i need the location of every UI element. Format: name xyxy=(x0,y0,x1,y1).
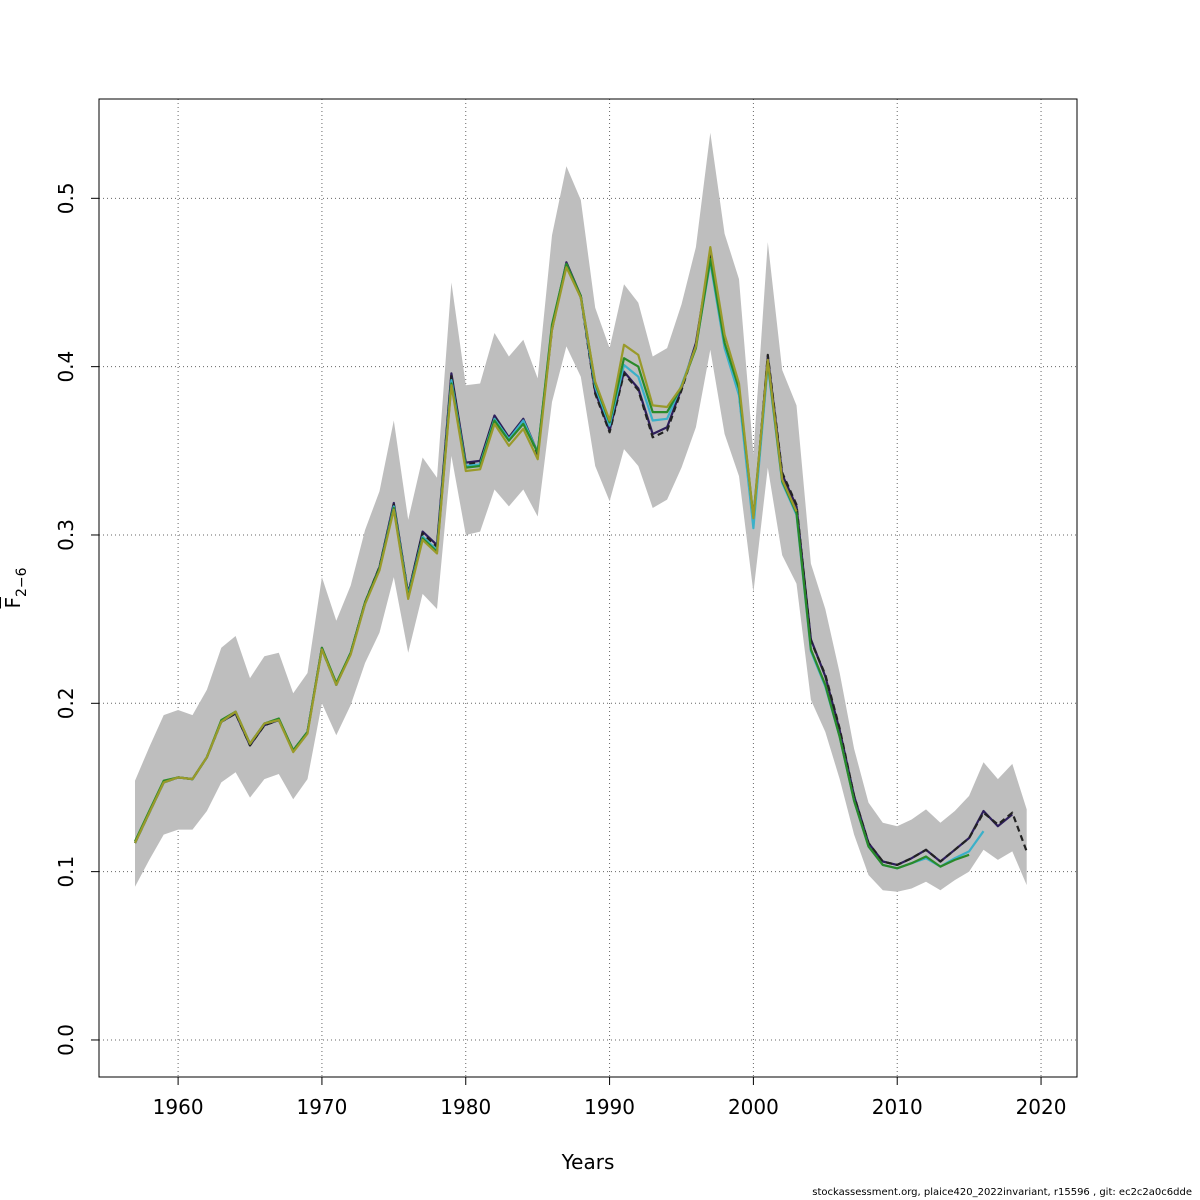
confidence-band-area xyxy=(135,132,1027,892)
confidence-band xyxy=(135,132,1027,892)
x-tick-label: 1990 xyxy=(584,1095,635,1119)
x-tick-label: 1960 xyxy=(153,1095,204,1119)
y-axis: 0.0 0.1 0.2 0.3 0.4 0.5 xyxy=(54,182,99,1056)
y-tick-label: 0.1 xyxy=(54,856,78,888)
series-line-5 xyxy=(134,246,798,844)
svg-text:F2−6: F2−6 xyxy=(1,567,30,608)
footer-note: stockassessment.org, plaice420_2022invar… xyxy=(812,1187,1192,1198)
y-tick-label: 0.0 xyxy=(54,1024,78,1056)
x-axis-title: Years xyxy=(561,1150,615,1174)
y-tick-label: 0.2 xyxy=(54,687,78,719)
plot-frame xyxy=(98,98,1078,1078)
x-axis: 1960 1970 1980 1990 2000 2010 2020 xyxy=(153,1077,1067,1119)
y-axis-title-main: F xyxy=(1,597,25,609)
y-axis-title-subscript: 2−6 xyxy=(14,567,30,597)
x-tick-label: 2010 xyxy=(872,1095,923,1119)
y-tick-label: 0.3 xyxy=(54,519,78,551)
y-tick-label: 0.5 xyxy=(54,182,78,214)
y-axis-title: F2−6 xyxy=(1,567,30,608)
x-tick-label: 2020 xyxy=(1016,1095,1067,1119)
series-lines xyxy=(134,246,1028,870)
x-tick-label: 1980 xyxy=(440,1095,491,1119)
x-tick-label: 2000 xyxy=(728,1095,779,1119)
y-tick-label: 0.4 xyxy=(54,351,78,383)
x-tick-label: 1970 xyxy=(296,1095,347,1119)
